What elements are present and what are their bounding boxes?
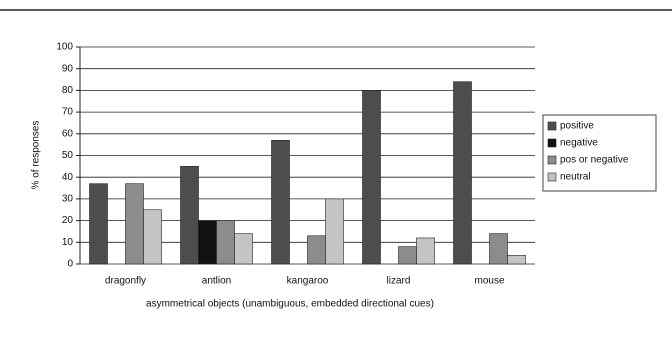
bar — [489, 233, 508, 265]
x-tick-label: kangaroo — [287, 276, 329, 287]
bar — [362, 90, 381, 265]
bar — [180, 166, 199, 265]
y-tick-label: 70 — [62, 107, 74, 118]
x-axis-label: asymmetrical objects (unambiguous, embed… — [146, 299, 434, 310]
bar — [216, 220, 235, 265]
bar — [507, 255, 526, 265]
y-tick-label: 30 — [62, 194, 74, 205]
x-tick-label: mouse — [474, 276, 504, 287]
bar — [125, 183, 144, 265]
bar — [89, 183, 108, 265]
legend-label: positive — [560, 121, 594, 132]
x-tick-label: dragonfly — [105, 276, 146, 287]
y-tick-label: 100 — [56, 42, 73, 53]
y-tick-label: 80 — [62, 85, 74, 96]
y-tick-label: 50 — [62, 150, 74, 161]
bar — [453, 81, 472, 265]
legend-label: neutral — [560, 172, 591, 183]
bar — [271, 140, 290, 265]
y-tick-label: 40 — [62, 172, 74, 183]
legend-swatch — [547, 155, 557, 165]
bar — [143, 209, 162, 265]
legend-swatch — [547, 138, 557, 148]
bar — [398, 246, 417, 265]
y-tick-label: 0 — [67, 259, 73, 270]
y-tick-label: 90 — [62, 63, 74, 74]
y-axis-label: % of responses — [31, 121, 42, 190]
legend-swatch — [547, 172, 557, 182]
x-tick-label: antlion — [202, 276, 231, 287]
bar — [234, 233, 253, 265]
bar — [307, 235, 326, 265]
x-tick-label: lizard — [387, 276, 411, 287]
bar — [416, 237, 435, 265]
y-tick-label: 60 — [62, 128, 74, 139]
legend-label: pos or negative — [560, 155, 629, 166]
legend-box — [542, 114, 657, 192]
y-tick-label: 10 — [62, 237, 74, 248]
bar — [325, 198, 344, 265]
bar — [198, 220, 217, 265]
legend-label: negative — [560, 138, 598, 149]
y-tick-label: 20 — [62, 215, 74, 226]
legend-swatch — [547, 121, 557, 131]
